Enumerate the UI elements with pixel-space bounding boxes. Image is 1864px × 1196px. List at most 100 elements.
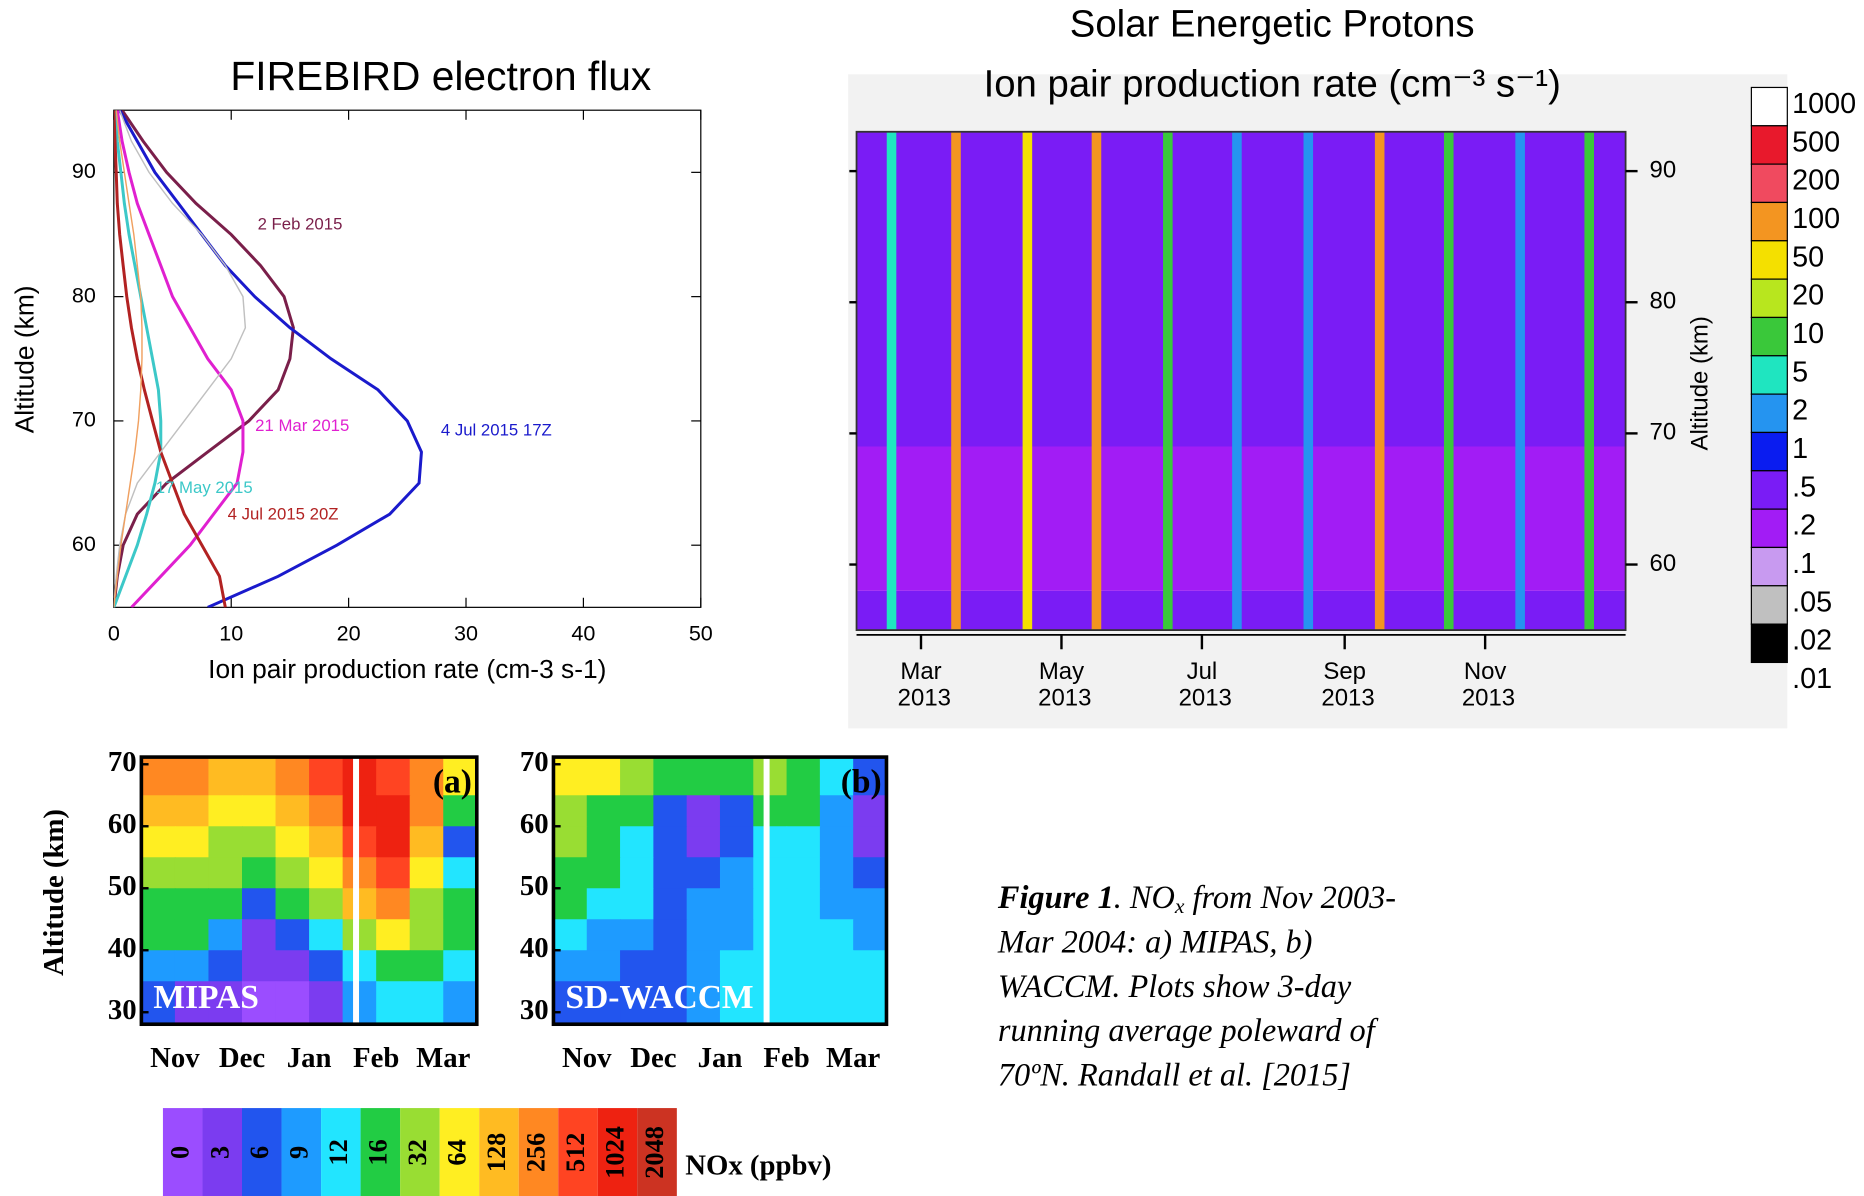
contour-cell <box>309 857 344 889</box>
contour-cell <box>719 795 754 827</box>
colorbar-box <box>360 1108 401 1196</box>
contour-cell <box>174 757 210 796</box>
contour-cell <box>686 857 721 889</box>
y-tick-label: 70 <box>520 746 549 778</box>
contour-cell <box>309 919 344 951</box>
colorbar-box <box>321 1108 361 1196</box>
contour-cell <box>686 919 721 951</box>
contour-cell <box>653 795 688 827</box>
contour-cell <box>819 795 854 827</box>
event-stripe <box>1584 131 1595 631</box>
y-tick-label: 40 <box>520 932 549 964</box>
colorbar-label: 9 <box>284 1146 313 1159</box>
contour-cell <box>409 950 444 982</box>
contour-cell <box>174 888 210 920</box>
contour-cell <box>620 826 654 858</box>
contour-cell <box>376 950 411 982</box>
contour-cell <box>309 981 344 1025</box>
y-tick-label: 70 <box>1650 419 1677 446</box>
contour-cell <box>719 757 754 796</box>
contour-cell <box>753 757 788 796</box>
colorbar-box <box>242 1108 282 1196</box>
x-tick-label: Sep 2013 <box>1315 659 1375 712</box>
contour-cell <box>443 757 478 796</box>
colorbar-box <box>1750 278 1788 319</box>
x-tick-label: 50 <box>689 621 713 646</box>
colorbar-label: 50 <box>1792 241 1824 273</box>
colorbar-label: 500 <box>1792 126 1840 158</box>
contour-cell <box>786 795 821 827</box>
caption-line: WACCM. Plots show 3-day <box>998 968 1352 1004</box>
line-label: 4 Jul 2015 17Z <box>441 421 552 440</box>
contour-cell <box>620 795 654 827</box>
colorbar-label: 10 <box>1792 318 1824 350</box>
colorbar-box <box>518 1108 559 1196</box>
colorbar-label: 64 <box>442 1139 471 1165</box>
x-tick-label: Nov 2013 <box>1455 659 1515 712</box>
event-stripe <box>1163 131 1173 631</box>
contour-cell <box>853 795 888 827</box>
profile-line <box>113 110 163 608</box>
contour-cell <box>620 888 654 920</box>
colorbar-label: 32 <box>403 1139 432 1165</box>
profile-line <box>115 110 245 608</box>
contour-cell <box>309 826 344 858</box>
contour-cell <box>409 795 444 827</box>
line-label: 17 May 2015 <box>156 478 253 497</box>
contour-cell <box>208 981 243 1025</box>
colorbar-label: .02 <box>1792 625 1832 657</box>
event-stripe <box>951 131 961 631</box>
contour-cell <box>553 981 588 1025</box>
contour-cell <box>853 857 888 889</box>
contour-cell <box>586 950 621 982</box>
colorbar-box <box>281 1108 322 1196</box>
contour-cell <box>376 981 411 1025</box>
contour-cell <box>686 950 721 982</box>
contour-cell <box>819 757 854 796</box>
y-tick-label: 40 <box>108 932 137 964</box>
x-tick-label: 10 <box>219 621 243 646</box>
contour-cell <box>409 757 444 796</box>
y-tick-label: 60 <box>1650 550 1677 577</box>
y-tick-label: 60 <box>72 531 96 556</box>
contour-cell <box>342 950 377 982</box>
y-tick-label: 70 <box>108 746 137 778</box>
colorbar-box <box>1750 585 1788 625</box>
contour-cell <box>275 919 310 951</box>
y-tick-label: 80 <box>1650 288 1677 315</box>
contour-cell <box>819 950 854 982</box>
contour-cell <box>653 857 688 889</box>
colorbar-label: 128 <box>482 1133 511 1173</box>
colorbar-box <box>1750 163 1788 204</box>
colorbar-box <box>1750 240 1788 280</box>
contour-cell <box>242 888 277 920</box>
contour-cell <box>376 857 411 889</box>
contour-cell <box>786 950 821 982</box>
contour-cell <box>586 919 621 951</box>
colorbar-box <box>1750 86 1788 127</box>
chart-subtitle: Ion pair production rate (cm⁻³ s⁻¹) <box>984 62 1561 105</box>
contour-cell <box>275 826 310 858</box>
contour-cell <box>309 757 344 796</box>
x-tick-label: Mar 2013 <box>891 659 951 712</box>
colorbar-label: 2048 <box>640 1126 669 1179</box>
contour-cell <box>409 888 444 920</box>
contour-cell <box>686 757 721 796</box>
colorbar-label: 256 <box>522 1133 551 1173</box>
contour-cell <box>719 981 754 1025</box>
colorbar-label: .2 <box>1792 510 1816 542</box>
x-tick-label: Mar <box>416 1042 471 1074</box>
plot-area <box>113 110 423 608</box>
plot-frame <box>139 755 479 1027</box>
contour-cell <box>553 757 588 796</box>
contour-cell <box>586 888 621 920</box>
contour-cell <box>342 757 377 796</box>
colorbar-box <box>1750 508 1788 549</box>
event-stripe <box>1443 131 1454 631</box>
contour-cell <box>409 981 444 1025</box>
y-tick-label: 60 <box>108 808 137 840</box>
plot-frame <box>855 130 1627 632</box>
contour-cell <box>753 888 788 920</box>
